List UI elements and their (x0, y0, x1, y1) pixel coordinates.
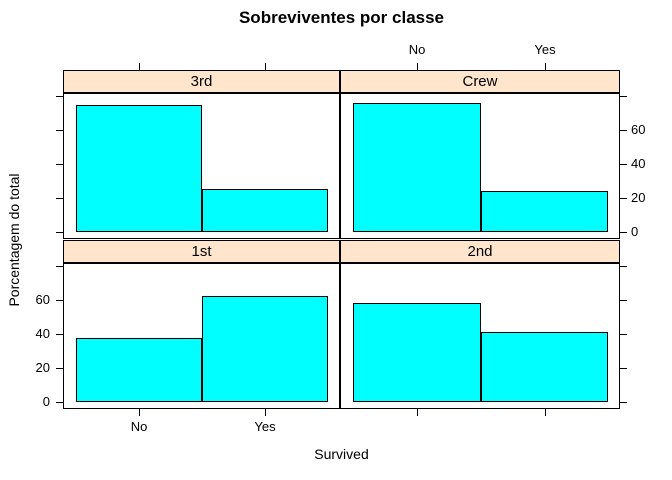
x-axis-tick-label-1st-Yes: Yes (254, 419, 276, 434)
chart-title: Sobreviventes por classe (238, 8, 445, 27)
bar-Crew-Yes (481, 191, 608, 232)
bar-1st-Yes (202, 296, 328, 402)
x-axis-tick-2nd-No (417, 409, 418, 416)
y-axis-tick-1st-80 (56, 266, 63, 267)
panel-strip-3rd: 3rd (63, 70, 340, 93)
y-axis-tick-label-1st-60: 60 (35, 292, 50, 307)
y-axis-tick-Crew-80 (620, 96, 627, 97)
y-axis-tick-3rd-20 (56, 198, 63, 199)
bar-3rd-Yes (202, 189, 328, 232)
y-axis-tick-label-1st-40: 40 (35, 326, 50, 341)
y-axis-tick-1st-0 (56, 402, 63, 403)
x-axis-tick-label-Crew-No: No (408, 42, 426, 57)
y-axis-tick-3rd-40 (56, 164, 63, 165)
y-axis-tick-3rd-0 (56, 232, 63, 233)
y-axis-tick-Crew-0 (620, 232, 627, 233)
bar-Crew-No (353, 103, 481, 232)
y-axis-tick-2nd-80 (620, 266, 627, 267)
y-axis-tick-Crew-20 (620, 198, 627, 199)
bar-1st-No (76, 338, 202, 402)
bar-2nd-No (353, 303, 481, 402)
panel-strip-2nd: 2nd (340, 240, 620, 263)
y-axis-tick-Crew-60 (620, 130, 627, 131)
y-axis-tick-2nd-0 (620, 402, 627, 403)
x-axis-tick-1st-No (139, 409, 140, 416)
x-axis-tick-Crew-No (417, 63, 418, 70)
x-axis-tick-2nd-Yes (545, 409, 546, 416)
y-axis-tick-1st-20 (56, 368, 63, 369)
y-axis-tick-label-1st-0: 0 (42, 394, 50, 409)
bar-2nd-Yes (481, 332, 608, 402)
x-axis-tick-Crew-Yes (545, 63, 546, 70)
y-axis-tick-3rd-60 (56, 130, 63, 131)
y-axis-tick-2nd-20 (620, 368, 627, 369)
y-axis-tick-3rd-80 (56, 96, 63, 97)
y-axis-tick-label-1st-20: 20 (35, 360, 50, 375)
y-axis-tick-label-Crew-20: 20 (631, 190, 646, 205)
y-axis-tick-2nd-60 (620, 300, 627, 301)
y-axis-tick-Crew-40 (620, 164, 627, 165)
bar-3rd-No (76, 105, 202, 232)
y-axis-tick-label-Crew-0: 0 (631, 224, 639, 239)
y-axis-tick-label-Crew-60: 60 (631, 122, 646, 137)
y-axis-tick-2nd-40 (620, 334, 627, 335)
x-axis-title: Survived (314, 446, 369, 462)
y-axis-tick-1st-40 (56, 334, 63, 335)
x-axis-tick-3rd-Yes (265, 63, 266, 70)
panel-strip-Crew: Crew (340, 70, 620, 93)
panel-strip-1st: 1st (63, 240, 340, 263)
y-axis-tick-label-Crew-40: 40 (631, 156, 646, 171)
y-axis-tick-1st-60 (56, 300, 63, 301)
x-axis-tick-1st-Yes (265, 409, 266, 416)
x-axis-tick-3rd-No (139, 63, 140, 70)
x-axis-tick-label-Crew-Yes: Yes (534, 42, 556, 57)
x-axis-tick-label-1st-No: No (130, 419, 148, 434)
